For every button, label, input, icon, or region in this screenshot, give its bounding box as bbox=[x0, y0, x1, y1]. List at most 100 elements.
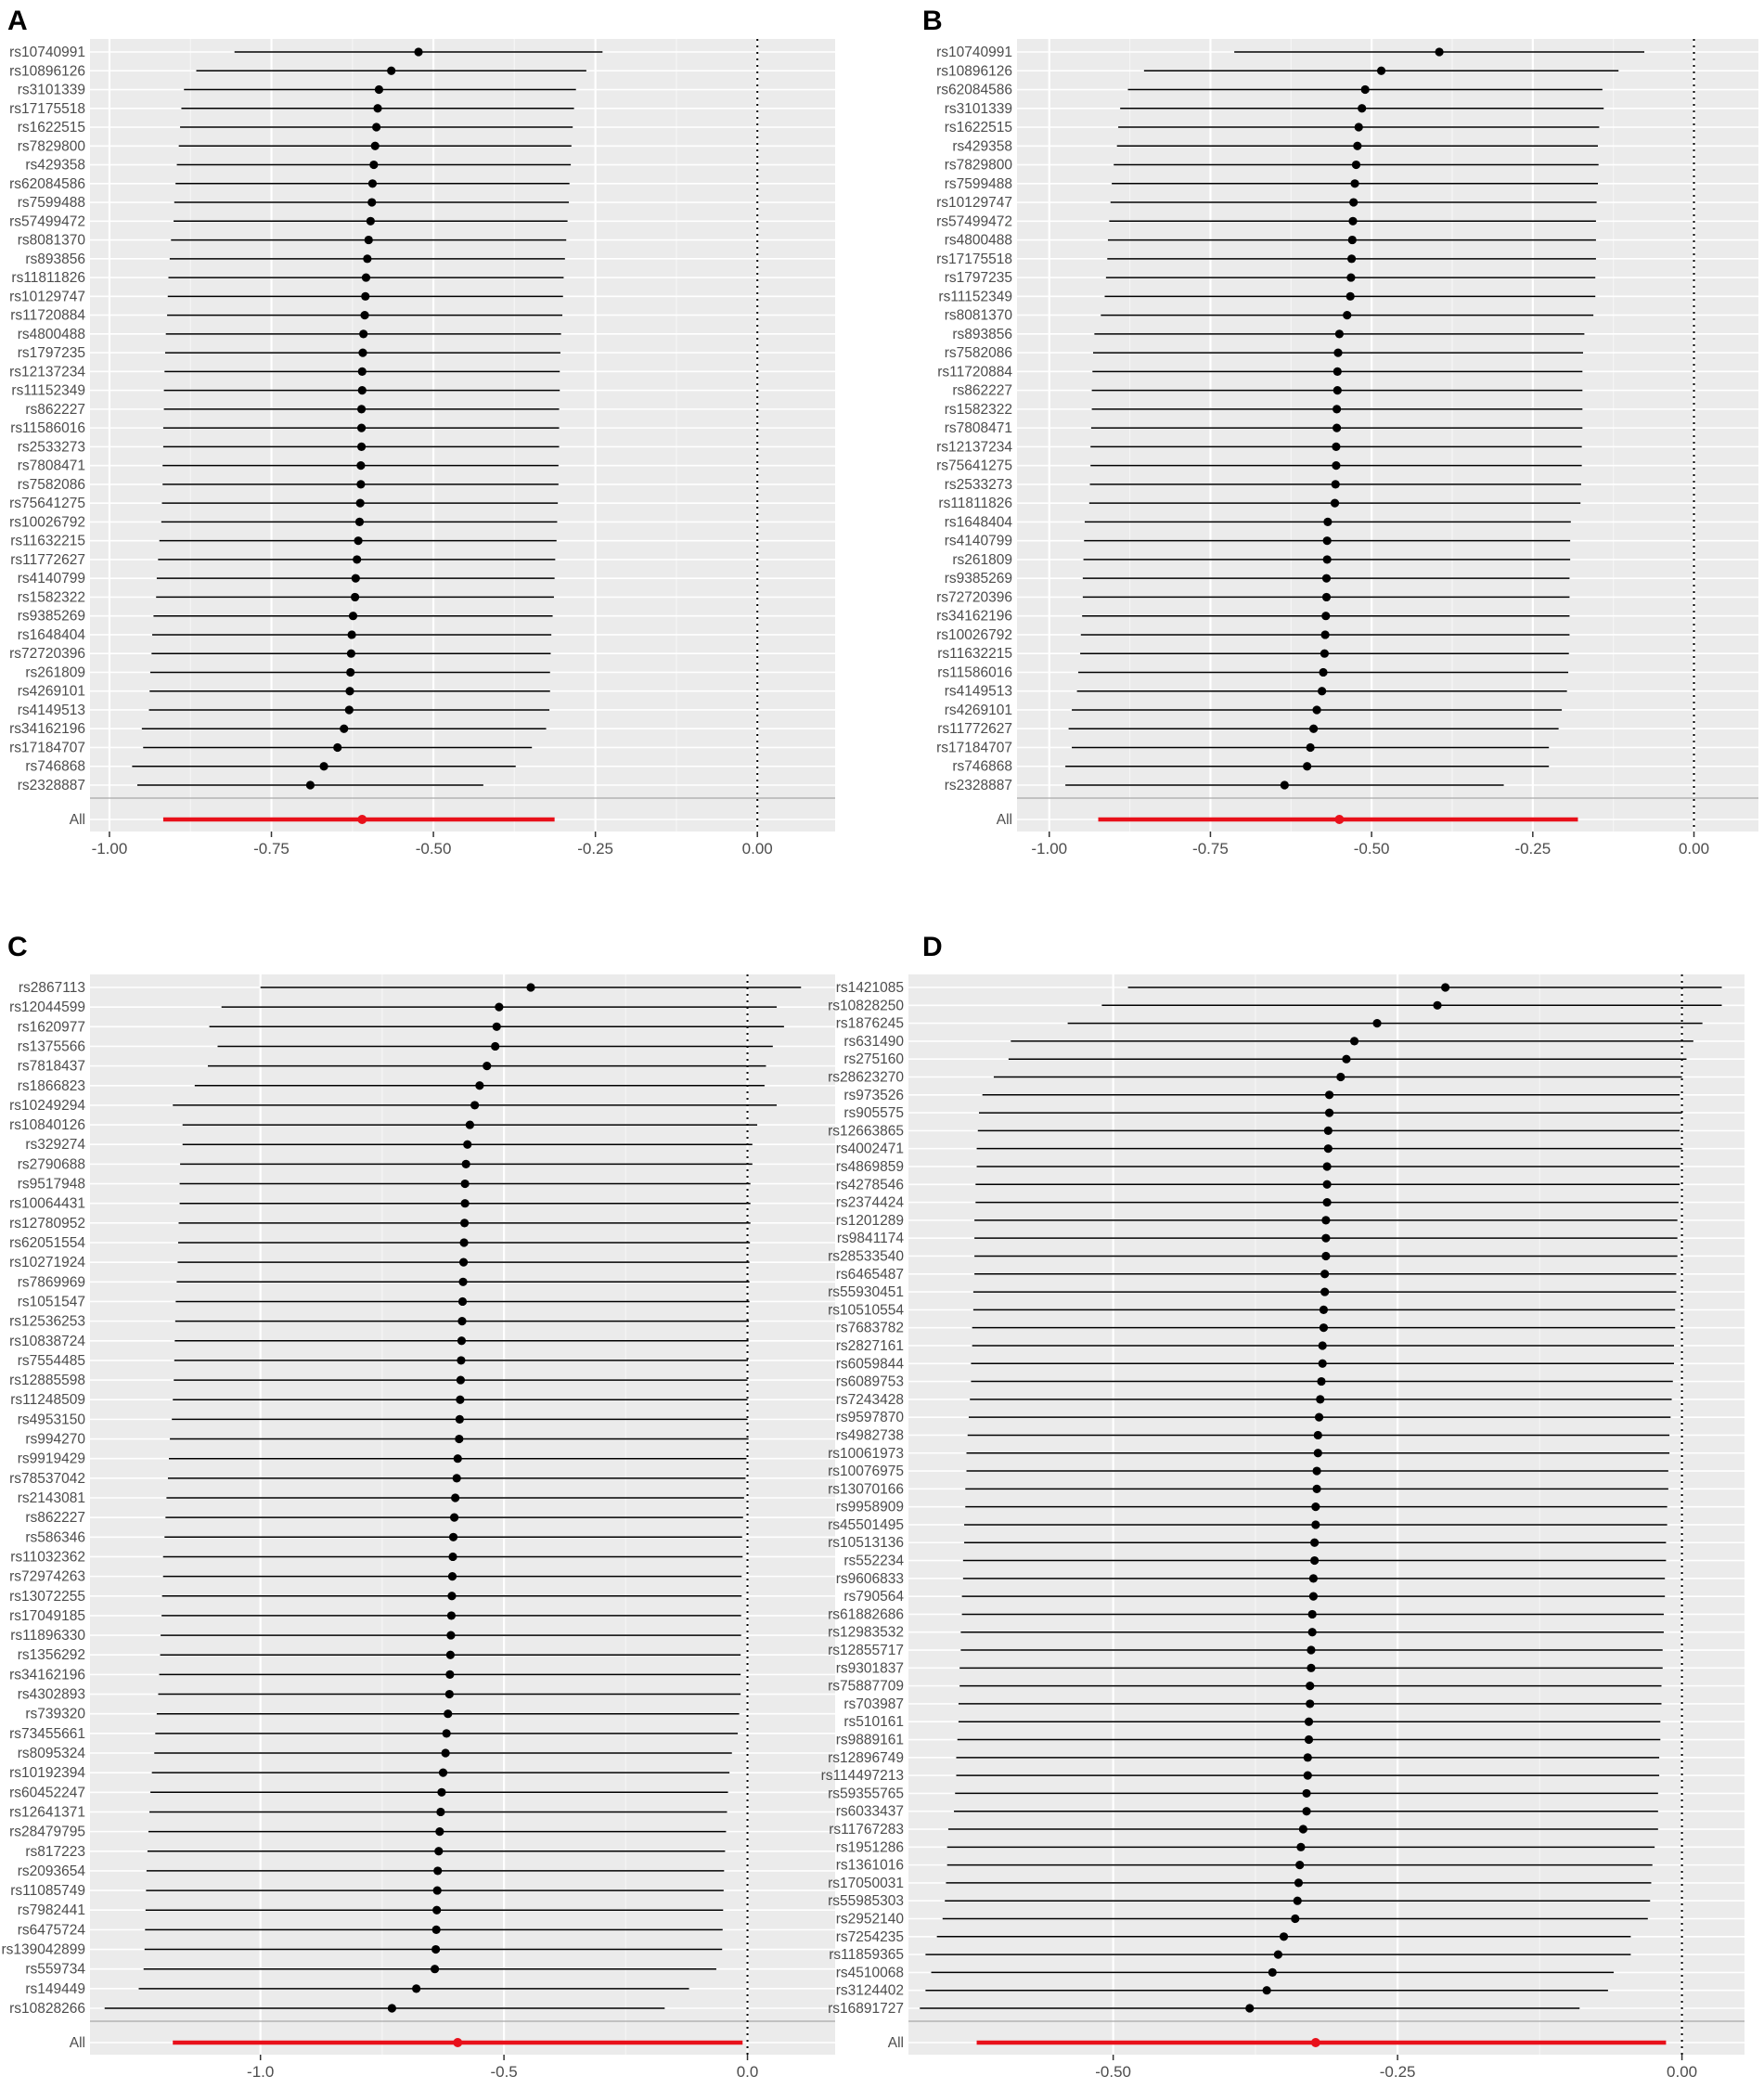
snp-label: rs10840126 bbox=[9, 1117, 85, 1133]
snp-label: rs45501495 bbox=[828, 1517, 904, 1533]
snp-label: rs62051554 bbox=[9, 1235, 85, 1251]
point-estimate bbox=[1304, 1734, 1314, 1745]
point-estimate bbox=[1347, 235, 1357, 245]
point-estimate bbox=[360, 310, 369, 320]
point-estimate bbox=[446, 1611, 457, 1620]
snp-label: rs4278546 bbox=[836, 1177, 904, 1193]
point-estimate bbox=[1311, 1502, 1320, 1512]
point-estimate bbox=[1307, 1663, 1316, 1672]
snp-label: rs11586016 bbox=[937, 664, 1012, 680]
snp-label: rs11720884 bbox=[937, 364, 1012, 380]
point-estimate bbox=[361, 273, 371, 282]
point-estimate bbox=[354, 536, 363, 546]
snp-label: rs17175518 bbox=[936, 251, 1012, 267]
snp-label: rs13070166 bbox=[828, 1481, 904, 1497]
point-estimate bbox=[432, 1905, 442, 1915]
snp-label: rs8081370 bbox=[945, 308, 1013, 324]
snp-label: rs11859365 bbox=[829, 1947, 904, 1963]
snp-label: rs7808471 bbox=[945, 420, 1012, 436]
point-estimate bbox=[459, 1219, 470, 1228]
point-estimate bbox=[458, 1257, 469, 1267]
snp-label: rs10192394 bbox=[9, 1765, 85, 1781]
snp-label: rs7829800 bbox=[945, 158, 1013, 174]
point-estimate bbox=[1435, 47, 1444, 57]
point-estimate bbox=[492, 1022, 501, 1031]
point-estimate bbox=[1321, 574, 1332, 583]
point-estimate bbox=[430, 1965, 440, 1974]
plot-background bbox=[90, 974, 835, 2055]
snp-label: rs1951286 bbox=[836, 1839, 904, 1855]
snp-label: rs12137234 bbox=[936, 439, 1012, 455]
point-estimate bbox=[456, 1375, 466, 1385]
snp-label: rs10828266 bbox=[9, 2001, 85, 2017]
point-estimate bbox=[1360, 84, 1370, 95]
snp-label: rs57499472 bbox=[936, 213, 1012, 229]
point-estimate bbox=[436, 1807, 445, 1817]
point-estimate bbox=[1348, 216, 1358, 226]
point-estimate bbox=[1334, 329, 1344, 339]
point-estimate bbox=[414, 47, 423, 57]
x-tick-label: 0.00 bbox=[1679, 840, 1709, 858]
point-estimate bbox=[457, 1296, 468, 1307]
x-tick-label: -0.5 bbox=[490, 2063, 517, 2081]
snp-label: rs12663865 bbox=[828, 1123, 904, 1139]
snp-label: rs1582322 bbox=[945, 402, 1012, 418]
snp-label: rs60452247 bbox=[9, 1785, 85, 1800]
x-tick-label: -0.75 bbox=[253, 840, 290, 858]
snp-label: rs11586016 bbox=[10, 420, 85, 436]
point-estimate bbox=[1295, 1861, 1305, 1870]
point-estimate bbox=[1320, 1270, 1330, 1279]
point-estimate bbox=[346, 649, 355, 658]
point-estimate bbox=[1333, 405, 1342, 414]
point-estimate bbox=[356, 423, 367, 432]
snp-label: rs10061973 bbox=[828, 1446, 904, 1462]
point-estimate bbox=[448, 1532, 458, 1541]
snp-label: rs7599488 bbox=[945, 176, 1012, 192]
snp-label: rs12536253 bbox=[9, 1314, 85, 1330]
point-estimate bbox=[387, 66, 396, 75]
point-estimate bbox=[1302, 1807, 1311, 1816]
point-estimate bbox=[369, 160, 379, 170]
snp-label: rs1051547 bbox=[18, 1294, 85, 1309]
point-estimate bbox=[1323, 1126, 1333, 1135]
snp-label: rs275160 bbox=[843, 1051, 904, 1067]
snp-label: rs4800488 bbox=[945, 233, 1012, 249]
point-estimate bbox=[457, 1317, 467, 1326]
point-estimate bbox=[1262, 1986, 1271, 1995]
point-estimate bbox=[319, 762, 328, 771]
point-estimate bbox=[444, 1709, 453, 1719]
snp-label: rs78537042 bbox=[9, 1471, 85, 1487]
point-estimate bbox=[340, 724, 349, 733]
snp-label: rs10249294 bbox=[9, 1098, 85, 1114]
snp-label: rs9385269 bbox=[945, 571, 1012, 587]
x-tick-label: -0.25 bbox=[577, 840, 613, 858]
point-estimate bbox=[358, 348, 367, 357]
snp-label: rs10896126 bbox=[936, 63, 1012, 79]
summary-estimate bbox=[453, 2038, 463, 2047]
snp-label: rs12885598 bbox=[9, 1373, 85, 1388]
x-tick-label: -0.50 bbox=[1095, 2063, 1131, 2081]
point-estimate bbox=[444, 1689, 454, 1699]
snp-label: rs12780952 bbox=[9, 1216, 85, 1231]
snp-label: rs893856 bbox=[25, 251, 85, 267]
point-estimate bbox=[344, 705, 354, 715]
snp-label: rs7599488 bbox=[18, 195, 85, 211]
snp-label: rs862227 bbox=[25, 402, 85, 418]
point-estimate bbox=[1309, 724, 1319, 733]
point-estimate bbox=[1303, 1753, 1312, 1762]
snp-label: rs7554485 bbox=[18, 1353, 85, 1369]
snp-label: rs11248509 bbox=[10, 1392, 85, 1408]
x-tick-label: -1.0 bbox=[247, 2063, 274, 2081]
snp-label: rs59355765 bbox=[828, 1786, 904, 1801]
point-estimate bbox=[412, 1984, 421, 1993]
snp-label: rs4149513 bbox=[18, 703, 85, 718]
point-estimate bbox=[1343, 310, 1352, 320]
x-tick-label: -0.50 bbox=[416, 840, 452, 858]
point-estimate bbox=[1273, 1950, 1283, 1959]
snp-label: rs703987 bbox=[843, 1696, 904, 1712]
point-estimate bbox=[350, 592, 360, 602]
point-estimate bbox=[1302, 1788, 1311, 1799]
x-tick-label: -0.25 bbox=[1514, 840, 1551, 858]
point-estimate bbox=[1308, 1592, 1319, 1601]
snp-label: rs510161 bbox=[843, 1714, 904, 1730]
